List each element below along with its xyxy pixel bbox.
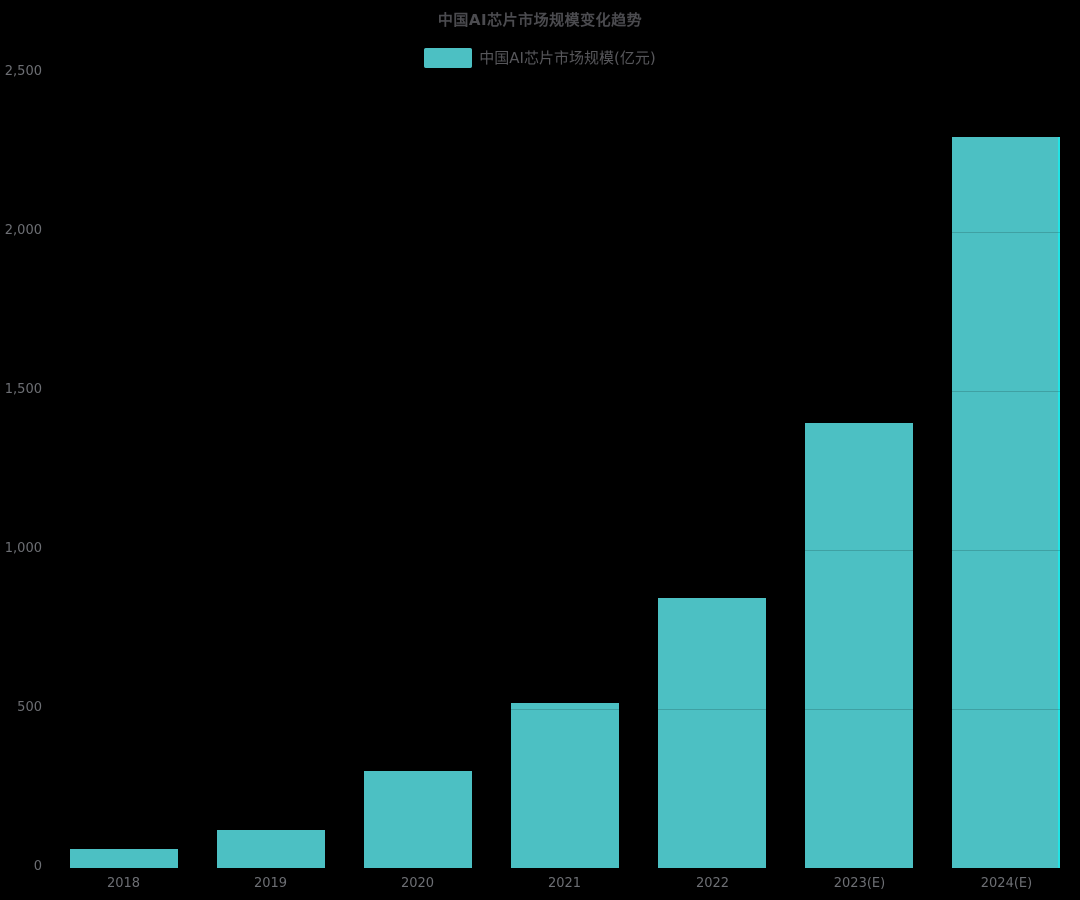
x-axis-label-2023(E): 2023(E) xyxy=(833,876,886,891)
y-axis-label-2000: 2,000 xyxy=(4,223,42,238)
x-axis-label-2019: 2019 xyxy=(253,876,288,891)
y-axis-label-1000: 1,000 xyxy=(4,541,42,556)
gridline-2000 xyxy=(50,232,1080,233)
x-axis-label-2021: 2021 xyxy=(547,876,582,891)
bar-2019[interactable] xyxy=(217,830,325,868)
y-axis-label-0: 0 xyxy=(33,859,42,874)
x-axis-label-2018: 2018 xyxy=(106,876,141,891)
y-axis-label-1500: 1,500 xyxy=(4,382,42,397)
gridline-1000 xyxy=(50,550,1080,551)
x-axis-label-2022: 2022 xyxy=(695,876,730,891)
legend-swatch-icon xyxy=(424,47,473,68)
legend-label: 中国AI芯片市场规模(亿元) xyxy=(479,49,656,67)
gridline-2500 xyxy=(50,73,1080,74)
x-axis-label-2020: 2020 xyxy=(400,876,435,891)
bar-2021[interactable] xyxy=(511,703,619,868)
gridline-1500 xyxy=(50,391,1080,392)
bar-2023(E)[interactable] xyxy=(805,423,913,868)
bar-2024(E)[interactable] xyxy=(952,137,1060,868)
y-axis-label-2500: 2,500 xyxy=(4,64,42,79)
bar-2022[interactable] xyxy=(658,598,766,868)
y-axis-label-500: 500 xyxy=(17,700,42,715)
legend-item[interactable]: 中国AI芯片市场规模(亿元) xyxy=(0,47,1080,68)
x-axis-label-2024(E): 2024(E) xyxy=(980,876,1033,891)
bar-2020[interactable] xyxy=(364,771,472,868)
chart-title: 中国AI芯片市场规模变化趋势 xyxy=(437,11,643,29)
bar-2018[interactable] xyxy=(70,849,178,868)
